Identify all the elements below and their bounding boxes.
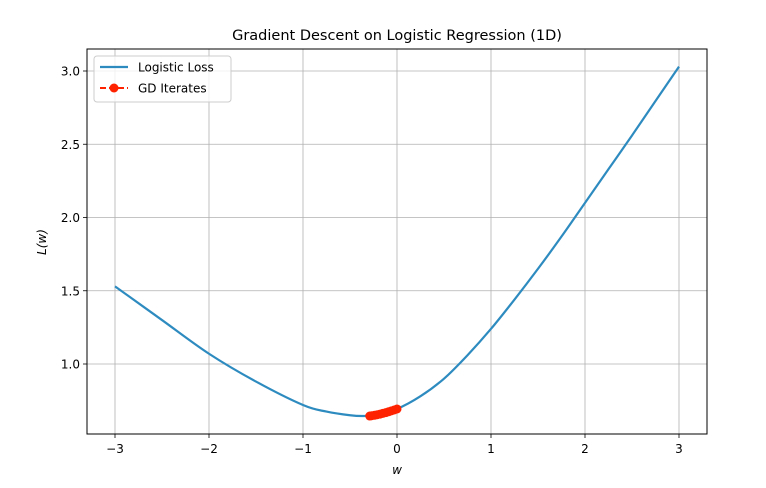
grid-lines xyxy=(87,49,707,434)
y-tick-label: 1.5 xyxy=(61,284,80,298)
x-tick-label: 3 xyxy=(675,442,683,456)
plot-area xyxy=(114,65,680,421)
x-tick-label: −2 xyxy=(200,442,218,456)
y-tick-label: 2.5 xyxy=(61,138,80,152)
gd-iterate-marker xyxy=(365,411,375,421)
y-axis-ticks: 1.0 1.5 2.0 2.5 3.0 xyxy=(61,65,87,372)
chart-title: Gradient Descent on Logistic Regression … xyxy=(232,28,562,44)
logistic-loss-line xyxy=(114,65,680,418)
x-tick-label: 2 xyxy=(581,442,589,456)
legend-label-gd-iterates: GD Iterates xyxy=(138,82,207,96)
y-tick-label: 2.0 xyxy=(61,211,80,225)
x-axis-ticks: −3 −2 −1 0 1 2 3 xyxy=(106,434,683,456)
x-tick-label: −1 xyxy=(294,442,312,456)
x-axis-label: w xyxy=(392,463,402,477)
legend: Logistic Loss GD Iterates xyxy=(93,55,232,103)
x-tick-label: −3 xyxy=(106,442,124,456)
legend-box xyxy=(93,55,232,103)
x-tick-label: 1 xyxy=(487,442,495,456)
legend-label-logistic-loss: Logistic Loss xyxy=(138,61,214,75)
x-tick-label: 0 xyxy=(393,442,401,456)
legend-marker-icon xyxy=(109,83,119,93)
y-tick-label: 3.0 xyxy=(61,65,80,79)
y-tick-label: 1.0 xyxy=(61,358,80,372)
y-axis-label: L(w) xyxy=(35,229,49,255)
